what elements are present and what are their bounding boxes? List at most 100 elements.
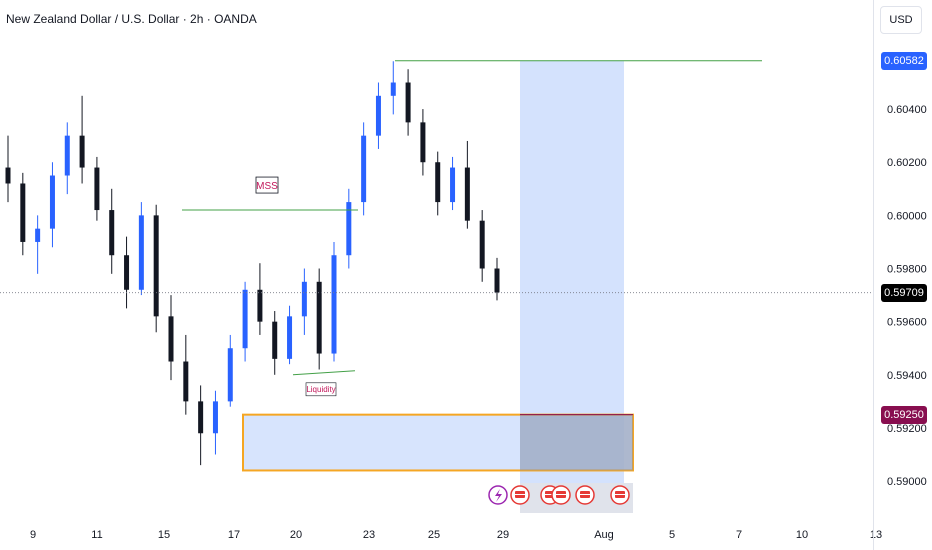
candle xyxy=(316,268,322,370)
candle-body xyxy=(390,82,396,96)
candle-body xyxy=(405,82,411,123)
time-tick: 25 xyxy=(428,529,440,541)
candle xyxy=(94,156,100,221)
price-tick: 0.59400 xyxy=(887,370,927,382)
candle xyxy=(346,188,352,269)
candle-body xyxy=(5,167,11,184)
candle-body xyxy=(494,268,500,293)
currency-button[interactable]: USD xyxy=(880,6,922,34)
candle xyxy=(109,188,115,274)
price-badge: 0.60582 xyxy=(881,51,927,70)
candle xyxy=(79,95,85,184)
time-tick: 7 xyxy=(736,529,742,541)
time-tick: 20 xyxy=(290,529,302,541)
candle-body xyxy=(420,122,426,163)
candle xyxy=(124,236,130,309)
candle xyxy=(375,82,381,149)
candle-body xyxy=(183,361,189,402)
economic-event-icon[interactable] xyxy=(610,485,630,505)
time-tick: 5 xyxy=(669,529,675,541)
candle xyxy=(227,334,233,407)
time-tick: 13 xyxy=(870,529,882,541)
candle-body xyxy=(109,210,115,256)
drawing-overlay[interactable]: MSS Liquidity xyxy=(0,60,873,505)
price-badge: 0.59250 xyxy=(881,405,927,424)
candle xyxy=(390,61,396,115)
candle-body xyxy=(331,255,337,354)
candle xyxy=(168,295,174,381)
time-tick: 11 xyxy=(91,529,102,541)
candle-body xyxy=(361,135,367,203)
candle xyxy=(138,202,144,296)
candle xyxy=(361,122,367,216)
candle-body xyxy=(301,281,307,317)
candle xyxy=(301,268,307,335)
candle xyxy=(450,156,456,211)
price-tick: 0.60000 xyxy=(887,210,927,222)
price-tick: 0.60400 xyxy=(887,104,927,116)
candle-body xyxy=(464,167,470,221)
candle xyxy=(494,257,500,301)
candle xyxy=(49,162,55,248)
candle xyxy=(212,390,218,455)
candle xyxy=(20,172,26,256)
liquidity-label: Liquidity xyxy=(306,385,335,394)
price-badge: 0.59709 xyxy=(881,283,927,302)
candle-body xyxy=(153,215,159,317)
candle-body xyxy=(346,202,352,256)
chart-title: New Zealand Dollar / U.S. Dollar · 2h · … xyxy=(6,12,257,26)
time-tick: 9 xyxy=(30,529,36,541)
candle xyxy=(287,305,293,365)
liquidity-label-box xyxy=(305,382,337,397)
candle xyxy=(64,122,70,195)
candle-body xyxy=(168,316,174,362)
time-tick: 23 xyxy=(363,529,375,541)
candle-body xyxy=(124,255,130,290)
time-tick: 10 xyxy=(796,529,808,541)
candle-body xyxy=(450,167,456,203)
liquidity-line[interactable] xyxy=(292,370,356,376)
candle xyxy=(420,109,426,176)
price-tick: 0.60200 xyxy=(887,157,927,169)
price-tick: 0.59000 xyxy=(887,476,927,488)
candle-body xyxy=(94,167,100,211)
mss-label: MSS xyxy=(256,181,278,192)
economic-event-icon[interactable] xyxy=(551,485,571,505)
economic-event-icon[interactable] xyxy=(575,485,595,505)
candle-body xyxy=(435,162,441,203)
lightning-icon[interactable] xyxy=(488,485,508,505)
candle-body xyxy=(227,348,233,402)
candle xyxy=(435,151,441,216)
time-tick: 17 xyxy=(228,529,240,541)
candle xyxy=(405,69,411,136)
candle xyxy=(198,385,204,466)
price-tick: 0.59200 xyxy=(887,423,927,435)
candle xyxy=(272,311,278,375)
candle xyxy=(257,263,263,335)
candle-series xyxy=(5,61,500,466)
time-tick: 29 xyxy=(497,529,509,541)
time-tick: 15 xyxy=(158,529,170,541)
candle-body xyxy=(375,95,381,136)
candle-body xyxy=(138,215,144,290)
axis-labels: 0.60400 0.60200 0.60000 0.59800 0.59600 0.594… xyxy=(30,104,927,541)
candle-body xyxy=(198,401,204,434)
chart-background xyxy=(242,60,634,513)
price-axis-divider xyxy=(873,0,874,550)
candle xyxy=(331,241,337,362)
price-tick: 0.59600 xyxy=(887,317,927,329)
candle-body xyxy=(35,228,41,242)
candle-body xyxy=(49,175,55,229)
time-tick: Aug xyxy=(594,529,614,541)
candle xyxy=(5,135,11,203)
economic-event-icon[interactable] xyxy=(510,485,530,505)
candle xyxy=(464,140,470,229)
candle xyxy=(153,204,159,333)
candle-body xyxy=(316,281,322,354)
lightning-icon-glyph xyxy=(495,489,502,502)
candle-body xyxy=(20,183,26,242)
candle-body xyxy=(79,135,85,168)
candle-body xyxy=(242,289,248,349)
candle-body xyxy=(212,401,218,434)
